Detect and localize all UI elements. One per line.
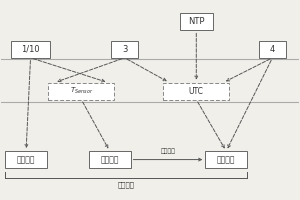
Bar bbox=[259, 41, 286, 58]
Bar bbox=[180, 13, 213, 30]
Bar bbox=[5, 151, 47, 168]
Text: NTP: NTP bbox=[188, 17, 205, 26]
Bar bbox=[111, 41, 138, 58]
Text: 1/10: 1/10 bbox=[21, 45, 40, 54]
Bar bbox=[11, 41, 50, 58]
Bar bbox=[164, 83, 229, 100]
Text: 时间偏移: 时间偏移 bbox=[118, 181, 135, 188]
Text: 3: 3 bbox=[122, 45, 127, 54]
Bar bbox=[205, 151, 247, 168]
Text: 测量时间: 测量时间 bbox=[17, 155, 35, 164]
Text: $T_{Sensor}$: $T_{Sensor}$ bbox=[70, 86, 93, 96]
Text: 几乎相同: 几乎相同 bbox=[160, 148, 175, 154]
Bar bbox=[49, 83, 114, 100]
Text: UTC: UTC bbox=[189, 87, 204, 96]
Text: 接收时间: 接收时间 bbox=[217, 155, 236, 164]
Text: 发送时间: 发送时间 bbox=[100, 155, 119, 164]
Text: 4: 4 bbox=[270, 45, 275, 54]
Bar bbox=[89, 151, 130, 168]
